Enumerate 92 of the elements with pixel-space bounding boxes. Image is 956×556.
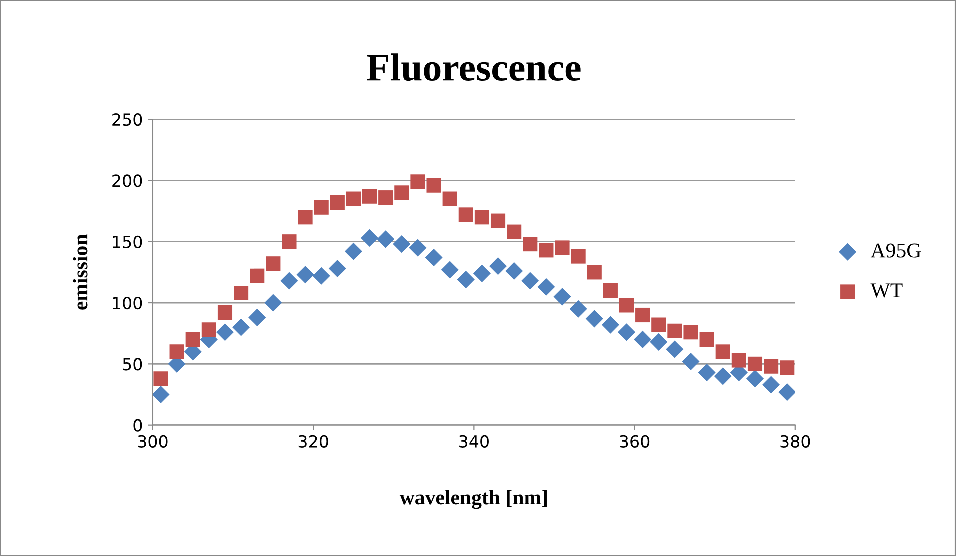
point <box>748 356 763 372</box>
point <box>360 229 379 247</box>
point <box>650 333 668 351</box>
point <box>684 325 698 340</box>
point <box>714 368 732 386</box>
y-tick-label: 100 <box>113 296 142 310</box>
legend-label: A95G <box>870 244 922 258</box>
point <box>586 310 604 328</box>
point <box>746 370 764 388</box>
y-tick-label: 200 <box>112 174 142 188</box>
y-tick-label: 50 <box>123 358 142 371</box>
point <box>762 376 780 394</box>
point <box>328 260 346 278</box>
point <box>507 224 522 240</box>
point <box>312 267 330 285</box>
point <box>154 372 168 386</box>
point <box>218 306 233 320</box>
point <box>473 264 491 282</box>
point <box>764 359 779 374</box>
x-tick-label: 380 <box>780 435 810 448</box>
point <box>652 318 666 332</box>
point <box>698 364 716 382</box>
x-axis-title: wavelength [nm] <box>400 490 547 510</box>
point <box>732 353 746 368</box>
point <box>602 316 620 334</box>
point <box>570 300 588 318</box>
point <box>296 266 314 284</box>
point <box>426 178 442 193</box>
point <box>330 195 345 210</box>
point <box>425 248 443 267</box>
point <box>362 189 378 204</box>
point <box>232 318 250 336</box>
y-axis-title: emission <box>73 234 88 310</box>
x-tick-label: 300 <box>138 435 168 448</box>
point <box>248 308 266 326</box>
point <box>282 234 297 250</box>
x-tick-label: 340 <box>460 435 489 448</box>
point <box>538 278 556 296</box>
point <box>298 210 313 225</box>
point <box>170 344 184 360</box>
x-tick-label: 360 <box>620 435 650 448</box>
point <box>554 288 572 306</box>
point <box>587 265 602 280</box>
point <box>314 200 329 215</box>
y-tick-label: 150 <box>113 236 142 248</box>
point <box>619 298 634 313</box>
point <box>346 192 362 206</box>
y-tick-label: 250 <box>112 114 142 126</box>
point <box>202 322 216 338</box>
point <box>280 272 298 290</box>
point <box>700 332 714 347</box>
point <box>716 344 730 360</box>
point <box>152 386 170 404</box>
point <box>409 239 427 257</box>
point <box>457 270 475 289</box>
point <box>668 324 682 338</box>
point <box>539 243 554 258</box>
point <box>490 214 506 228</box>
point <box>344 242 363 260</box>
point <box>778 384 796 402</box>
point <box>250 268 265 284</box>
point <box>780 360 795 376</box>
point <box>474 210 490 225</box>
point <box>410 174 426 190</box>
point <box>441 261 459 279</box>
legend-label: WT <box>870 284 903 298</box>
point <box>522 272 540 290</box>
point <box>523 237 538 252</box>
point <box>555 240 570 256</box>
point <box>394 186 410 200</box>
point <box>682 352 700 371</box>
point <box>186 332 200 347</box>
point <box>489 258 508 276</box>
point <box>264 294 282 312</box>
point <box>393 236 411 254</box>
point <box>634 330 652 348</box>
point <box>636 308 650 323</box>
chart-title: Fluorescence <box>367 54 581 82</box>
point <box>378 190 394 206</box>
point <box>377 230 395 248</box>
point <box>458 208 474 222</box>
point <box>266 256 281 272</box>
y-tick-label: 0 <box>134 419 142 432</box>
point <box>216 324 234 342</box>
point <box>506 262 524 280</box>
point <box>234 286 249 301</box>
point <box>571 249 586 264</box>
point <box>666 340 684 358</box>
point <box>442 192 458 206</box>
point <box>603 284 618 298</box>
point <box>618 324 636 342</box>
x-tick-label: 320 <box>298 435 328 448</box>
